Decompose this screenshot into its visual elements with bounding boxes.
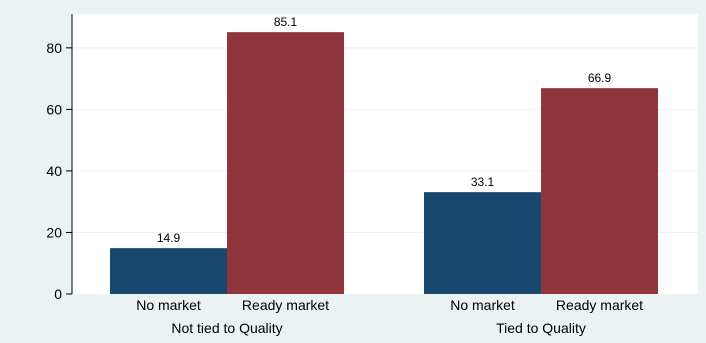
- bar-value-label: 33.1: [471, 175, 495, 189]
- y-axis-ticks: 0 20 40 60 80: [46, 40, 72, 302]
- bar: [541, 88, 658, 295]
- bar: [424, 192, 541, 294]
- y-tick-label: 20: [46, 224, 62, 240]
- x-category-label: Ready market: [556, 297, 643, 313]
- y-tick-label: 0: [54, 286, 62, 302]
- x-category-label: Ready market: [242, 297, 329, 313]
- y-tick-label: 60: [46, 101, 62, 117]
- y-tick-label: 80: [46, 40, 62, 56]
- bar: [227, 32, 344, 295]
- value-labels: 14.9 85.1 33.1 66.9: [157, 15, 612, 245]
- bar: [110, 248, 227, 294]
- x-category-label: No market: [136, 297, 201, 313]
- x-group-label: Tied to Quality: [496, 320, 586, 336]
- bar-value-label: 66.9: [588, 71, 612, 85]
- x-category-label: No market: [450, 297, 515, 313]
- y-tick-label: 40: [46, 163, 62, 179]
- bar-value-label: 85.1: [274, 15, 298, 29]
- bars: [110, 32, 658, 295]
- bar-value-label: 14.9: [157, 231, 181, 245]
- x-group-label: Not tied to Quality: [171, 320, 282, 336]
- x-axis-labels: No market Ready market Not tied to Quality…: [136, 297, 643, 336]
